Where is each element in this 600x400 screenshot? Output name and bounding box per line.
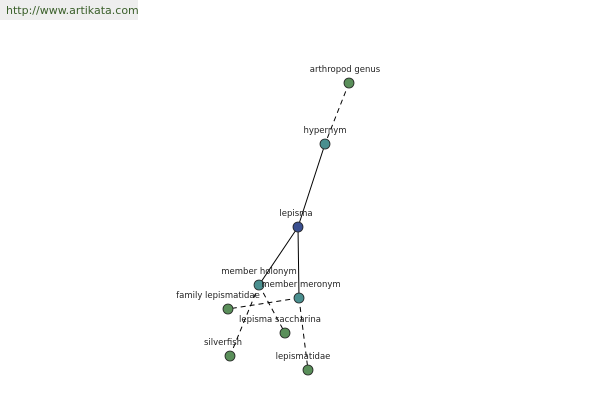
url[interactable]: http://www.artikata.com — [6, 4, 139, 17]
edge — [227, 297, 300, 310]
node-label: family lepismatidae — [176, 291, 260, 301]
node-label: lepismatidae — [276, 352, 331, 362]
node-label: hypernym — [303, 126, 346, 136]
node — [343, 77, 355, 89]
node-label: silverfish — [204, 338, 242, 348]
edge — [297, 226, 300, 299]
edge — [258, 226, 299, 286]
node-label: arthropod genus — [310, 65, 381, 75]
edge — [258, 284, 286, 334]
node — [253, 279, 265, 291]
node-label: member meronym — [261, 280, 340, 290]
edge — [298, 297, 309, 371]
node — [293, 292, 305, 304]
node — [319, 138, 331, 150]
node-label: lepisma saccharina — [239, 315, 321, 325]
node — [224, 350, 236, 362]
node — [279, 327, 291, 339]
node — [222, 303, 234, 315]
node-label: lepisma — [279, 209, 312, 219]
edge — [229, 284, 260, 357]
edge — [297, 143, 326, 228]
node-label: member holonym — [221, 267, 296, 277]
node — [302, 364, 314, 376]
node — [292, 221, 304, 233]
header-bar: http://www.artikata.com — [0, 0, 139, 20]
edge — [324, 82, 350, 145]
